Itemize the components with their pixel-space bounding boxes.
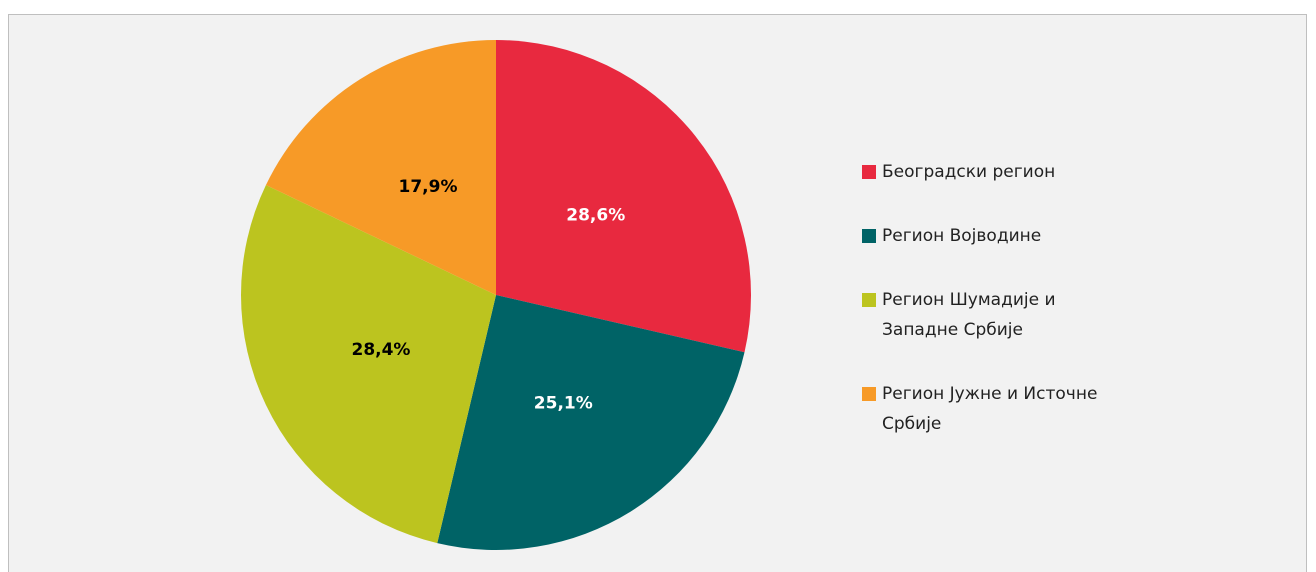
legend: Београдски регион Регион Војводине Регион … [862, 157, 1132, 473]
data-label: 28,4% [351, 340, 410, 360]
pie-slice [265, 40, 496, 295]
legend-label: Регион Шумадије и Западне Србије [882, 290, 1056, 340]
data-label: 28,6% [566, 206, 625, 226]
legend-swatch [862, 293, 876, 307]
legend-item: Београдски регион [862, 157, 1132, 187]
legend-swatch [862, 387, 876, 401]
legend-item: Регион Јужне и Источне Србије [862, 379, 1132, 439]
legend-swatch [862, 165, 876, 179]
data-label: 17,9% [399, 177, 458, 197]
legend-item: Регион Шумадије и Западне Србије [862, 285, 1132, 345]
legend-label: Регион Војводине [882, 226, 1042, 246]
data-label: 25,1% [534, 393, 593, 413]
pie-slice [241, 184, 496, 544]
legend-item: Регион Војводине [862, 221, 1132, 251]
pie-slice [496, 40, 751, 353]
legend-swatch [862, 229, 876, 243]
legend-label: Регион Јужне и Источне Србије [882, 384, 1098, 434]
legend-label: Београдски регион [882, 162, 1056, 182]
pie-slice [437, 295, 745, 550]
